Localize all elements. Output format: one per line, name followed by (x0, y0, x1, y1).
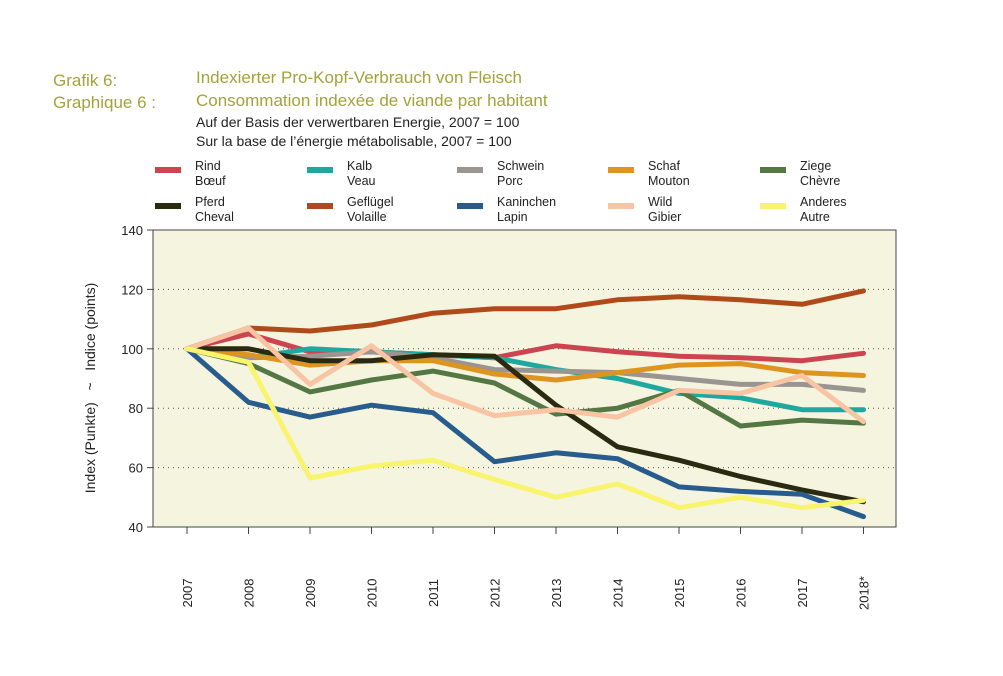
series-line-pferd (184, 346, 866, 505)
legend-label-fr: Bœuf (195, 174, 226, 188)
x-tick-label: 2013 (549, 579, 564, 608)
legend-swatch (760, 203, 786, 209)
legend-label-de: Ziege (800, 159, 832, 173)
figure-label-de: Grafik 6: (53, 71, 118, 90)
legend-swatch (155, 167, 181, 173)
series-line-kalb (184, 346, 866, 413)
legend-swatch (608, 167, 634, 173)
legend-label-de: Schwein (497, 159, 545, 173)
title-fr: Consommation indexée de viande par habit… (196, 91, 548, 110)
x-tick-label: 2017 (795, 579, 810, 608)
y-tick-label: 80 (129, 401, 143, 416)
series-line-anderes (184, 346, 866, 511)
legend-swatch (155, 203, 181, 209)
subtitle-de: Auf der Basis der verwertbaren Energie, … (196, 114, 520, 130)
y-tick-label: 120 (121, 282, 143, 297)
legend-swatch (307, 167, 333, 173)
title-de: Indexierter Pro-Kopf-Verbrauch von Fleis… (196, 68, 522, 87)
series-line-schaf (184, 346, 866, 383)
series-lines (184, 288, 866, 520)
legend-label-de: Schaf (648, 159, 680, 173)
y-axis-ticks: 40 60 80 100 120 140 (121, 223, 153, 535)
legend-item-rind: Rind Bœuf (155, 159, 305, 196)
y-tick-label: 100 (121, 342, 143, 357)
series-line-kaninchen (184, 346, 866, 520)
subtitle-fr: Sur la base de l’énergie métabolisable, … (196, 133, 512, 149)
legend-label-fr: Mouton (648, 174, 690, 188)
x-tick-label: 2011 (426, 579, 441, 607)
legend-swatch (457, 203, 483, 209)
legend-label-de: Pferd (195, 195, 225, 209)
x-tick-label: 2016 (734, 579, 749, 608)
legend-item-schwein: Schwein Porc (457, 159, 607, 196)
legend-label-de: Wild (648, 195, 673, 209)
legend-swatch (457, 167, 483, 173)
legend-item-wild: Wild Gibier (608, 195, 758, 232)
x-tick-label: 2009 (303, 579, 318, 608)
series-line-gefluegel (184, 288, 866, 352)
legend-label-fr: Cheval (195, 210, 234, 224)
legend-label-de: Geflügel (347, 195, 394, 209)
figure-label-fr: Graphique 6 : (53, 93, 157, 112)
legend-swatch (608, 203, 634, 209)
legend-label-fr: Lapin (497, 210, 528, 224)
x-tick-label: 2015 (672, 579, 687, 608)
series-line-ziege (184, 346, 866, 429)
x-tick-label: 2018* (857, 576, 872, 610)
series-line-wild (184, 325, 866, 425)
x-tick-label: 2007 (180, 579, 195, 608)
legend-label-fr: Volaille (347, 210, 387, 224)
y-tick-label: 40 (129, 520, 143, 535)
legend-item-pferd: Pferd Cheval (155, 195, 305, 232)
legend-item-ziege: Ziege Chèvre (760, 159, 910, 196)
legend-label-de: Rind (195, 159, 221, 173)
legend-swatch (760, 167, 786, 173)
legend-label-de: Anderes (800, 195, 847, 209)
y-tick-label: 60 (129, 461, 143, 476)
legend-swatch (307, 203, 333, 209)
legend-label-fr: Veau (347, 174, 376, 188)
y-tick-label: 140 (121, 223, 143, 238)
x-axis-ticks: 2007 2008 2009 2010 2011 2012 2013 2014 2015 2016… (180, 527, 872, 610)
x-tick-label: 2010 (365, 579, 380, 608)
legend-item-kaninchen: Kaninchen Lapin (457, 195, 607, 232)
legend-label-de: Kalb (347, 159, 373, 173)
legend-item-anderes: Anderes Autre (760, 195, 910, 232)
x-tick-label: 2014 (611, 579, 626, 608)
legend-label-fr: Gibier (648, 210, 682, 224)
x-tick-label: 2008 (242, 579, 257, 608)
legend-label-fr: Porc (497, 174, 523, 188)
legend-item-schaf: Schaf Mouton (608, 159, 758, 196)
legend-item-kalb: Kalb Veau (307, 159, 457, 196)
legend-item-gefluegel: Geflügel Volaille (307, 195, 457, 232)
y-axis-label: Index (Punkte) ~ Indice (points) (82, 283, 98, 494)
x-tick-label: 2012 (488, 579, 503, 608)
legend-label-fr: Autre (800, 210, 830, 224)
legend-label-de: Kaninchen (497, 195, 557, 209)
legend-label-fr: Chèvre (800, 174, 841, 188)
